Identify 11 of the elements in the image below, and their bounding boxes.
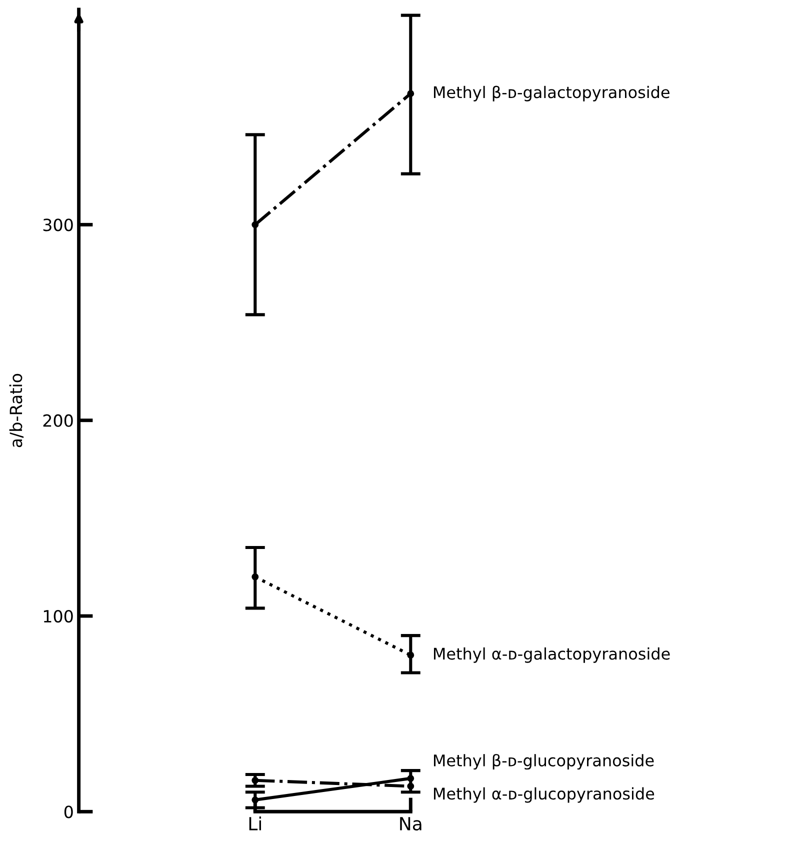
x-tick-label: Na (400, 817, 422, 831)
series-label: Methyl β-ᴅ-glucopyranoside (434, 754, 654, 770)
y-tick-label: 200 (43, 414, 73, 427)
y-tick-label: 0 (64, 806, 73, 818)
y-tick-label: 100 (44, 610, 73, 623)
series-label: Methyl α-ᴅ-glucopyranoside (434, 787, 654, 803)
y-axis-title: a/b-Ratio (9, 374, 24, 448)
y-tick-label: 300 (43, 218, 73, 232)
x-tick-label: Li (249, 816, 261, 830)
series-label: Methyl α-ᴅ-galactopyranoside (434, 647, 670, 663)
series-label: Methyl β-ᴅ-galactopyranoside (434, 86, 670, 102)
